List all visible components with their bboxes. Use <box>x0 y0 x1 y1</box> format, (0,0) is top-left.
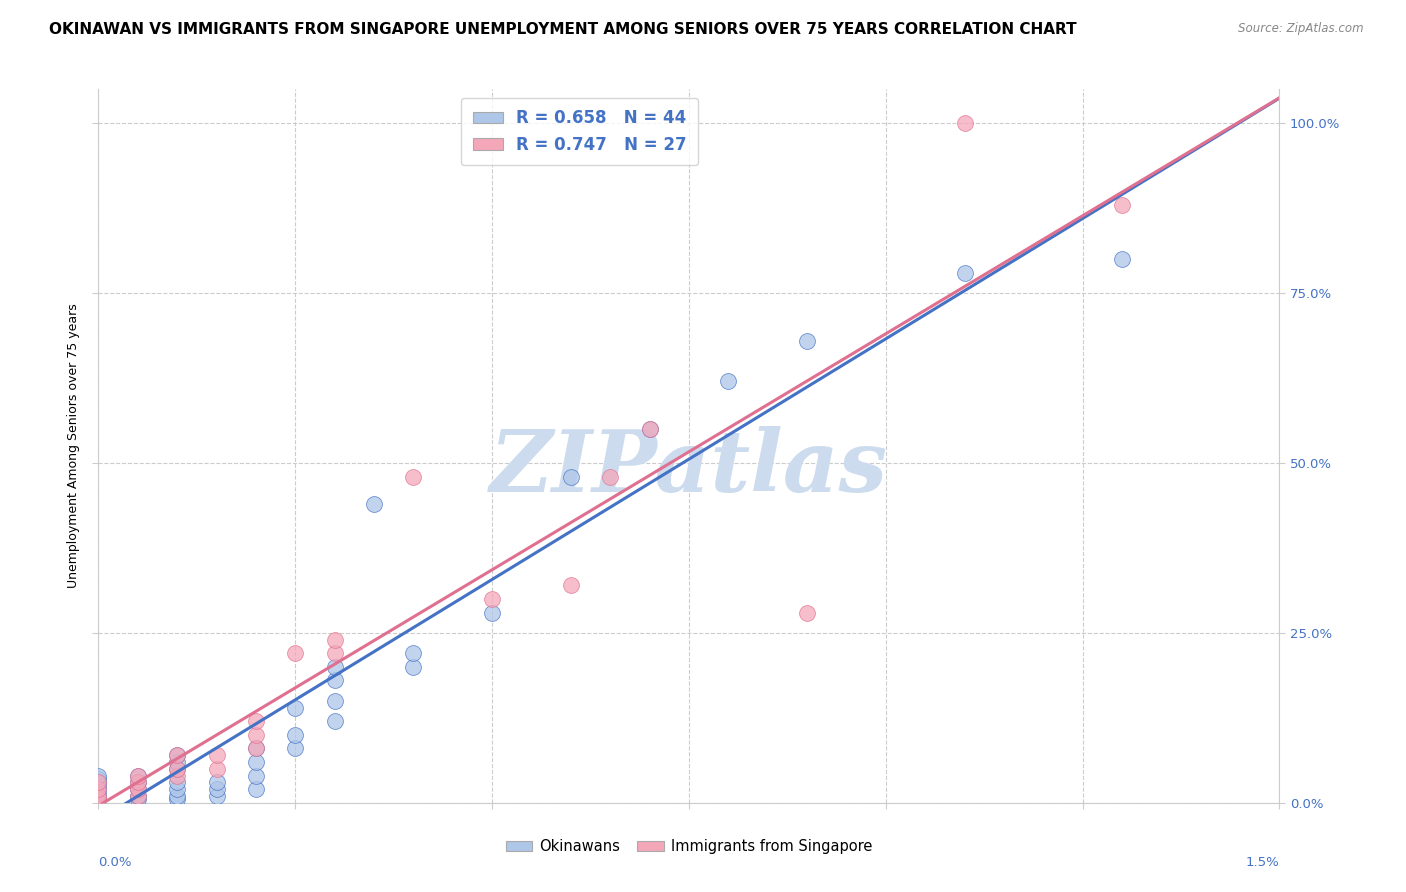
Text: ZIPatlas: ZIPatlas <box>489 425 889 509</box>
Point <box>245 741 267 756</box>
Text: 0.0%: 0.0% <box>98 856 132 870</box>
Point <box>481 591 503 606</box>
Point <box>166 755 188 769</box>
Point <box>166 748 188 763</box>
Point <box>205 789 228 803</box>
Point <box>127 775 149 789</box>
Point <box>127 782 149 797</box>
Point <box>127 769 149 783</box>
Point <box>127 789 149 803</box>
Point <box>87 792 110 806</box>
Point <box>599 469 621 483</box>
Point <box>638 422 661 436</box>
Point <box>205 782 228 797</box>
Point <box>953 266 976 280</box>
Point <box>1111 198 1133 212</box>
Y-axis label: Unemployment Among Seniors over 75 years: Unemployment Among Seniors over 75 years <box>66 303 80 589</box>
Point <box>481 606 503 620</box>
Point <box>363 497 385 511</box>
Point <box>245 782 267 797</box>
Point <box>127 792 149 806</box>
Point <box>796 606 818 620</box>
Text: Source: ZipAtlas.com: Source: ZipAtlas.com <box>1239 22 1364 36</box>
Point <box>323 646 346 660</box>
Point <box>166 748 188 763</box>
Point <box>402 469 425 483</box>
Point <box>323 714 346 729</box>
Point <box>127 769 149 783</box>
Point <box>323 632 346 647</box>
Point <box>284 728 307 742</box>
Point <box>166 792 188 806</box>
Point <box>87 775 110 789</box>
Point <box>87 772 110 786</box>
Point <box>205 748 228 763</box>
Point <box>245 741 267 756</box>
Point <box>166 782 188 797</box>
Point <box>87 789 110 803</box>
Point <box>284 700 307 714</box>
Point <box>323 673 346 688</box>
Point <box>87 789 110 803</box>
Point <box>560 469 582 483</box>
Point <box>205 762 228 776</box>
Point <box>323 660 346 674</box>
Point <box>245 728 267 742</box>
Point <box>87 769 110 783</box>
Point <box>166 762 188 776</box>
Point <box>87 775 110 789</box>
Point <box>166 775 188 789</box>
Point <box>284 646 307 660</box>
Point <box>638 422 661 436</box>
Point <box>166 789 188 803</box>
Point <box>245 714 267 729</box>
Text: OKINAWAN VS IMMIGRANTS FROM SINGAPORE UNEMPLOYMENT AMONG SENIORS OVER 75 YEARS C: OKINAWAN VS IMMIGRANTS FROM SINGAPORE UN… <box>49 22 1077 37</box>
Point <box>323 694 346 708</box>
Point <box>1111 252 1133 266</box>
Point <box>127 775 149 789</box>
Point <box>127 789 149 803</box>
Point <box>953 116 976 130</box>
Text: 1.5%: 1.5% <box>1246 856 1279 870</box>
Point <box>284 741 307 756</box>
Point <box>205 775 228 789</box>
Point <box>166 762 188 776</box>
Point <box>87 782 110 797</box>
Point <box>796 334 818 348</box>
Point <box>245 755 267 769</box>
Point <box>87 792 110 806</box>
Point <box>127 782 149 797</box>
Point <box>87 786 110 800</box>
Point <box>560 578 582 592</box>
Point <box>87 779 110 793</box>
Point <box>402 646 425 660</box>
Point <box>87 782 110 797</box>
Point <box>245 769 267 783</box>
Point <box>402 660 425 674</box>
Legend: Okinawans, Immigrants from Singapore: Okinawans, Immigrants from Singapore <box>499 833 879 860</box>
Point <box>717 375 740 389</box>
Point <box>166 769 188 783</box>
